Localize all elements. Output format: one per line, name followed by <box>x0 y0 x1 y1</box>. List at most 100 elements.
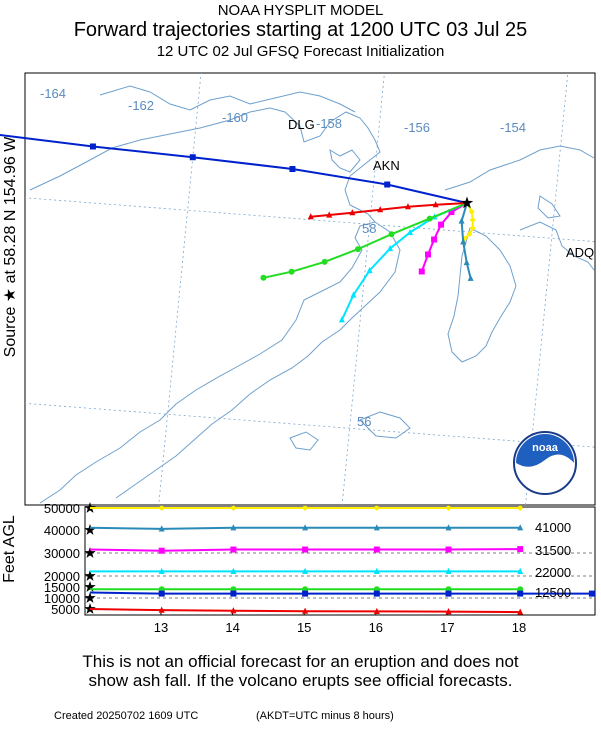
initialization-subtitle: 12 UTC 02 Jul GFSQ Forecast Initializati… <box>156 43 445 60</box>
trajectory-marker <box>445 590 452 597</box>
time-tick-label: 14 <box>225 620 239 635</box>
trajectory-marker <box>230 607 237 614</box>
disclaimer-line-2: show ash fall. If the volcano erupts see… <box>88 671 513 690</box>
trajectory-marker <box>517 505 524 511</box>
place-label: DLG <box>288 117 315 132</box>
longitude-label: -154 <box>500 120 526 135</box>
trajectory-marker <box>458 217 465 224</box>
height-start-star <box>84 547 96 558</box>
trajectory-paths <box>0 133 476 323</box>
trajectory-marker <box>445 546 452 553</box>
trajectory-marker <box>445 567 452 574</box>
trajectory-marker <box>373 567 380 574</box>
mainland-east <box>444 145 595 191</box>
trajectory-marker <box>289 166 296 173</box>
island-chain-2 <box>537 195 561 219</box>
trajectory-marker <box>377 206 384 213</box>
trajectory-marker <box>302 607 309 614</box>
trajectory-marker <box>460 238 467 245</box>
peninsula-outline <box>115 221 401 499</box>
trajectory-marker <box>445 505 452 511</box>
trajectory-marker <box>588 590 595 597</box>
trajectory-marker <box>517 546 524 553</box>
height-tick-label: 15000 <box>44 580 80 595</box>
parallel-line <box>25 402 595 448</box>
height-panel-frame <box>84 506 596 616</box>
place-label: AKN <box>373 158 400 173</box>
bay-outline <box>329 148 361 173</box>
height-right-label: 22000 <box>535 565 571 580</box>
trajectory-marker <box>373 590 380 597</box>
trajectory-marker <box>426 215 433 222</box>
noaa-logo-text: noaa <box>532 442 559 454</box>
trajectory-marker <box>288 268 295 275</box>
trajectory-marker <box>354 246 361 253</box>
trajectory-marker <box>230 524 237 531</box>
longitude-label: -156 <box>404 120 430 135</box>
trajectory-marker <box>445 524 452 531</box>
trajectory-marker <box>467 274 474 281</box>
trajectory-marker <box>158 590 165 597</box>
trajectory-marker <box>158 547 165 554</box>
longitude-label: -160 <box>222 110 248 125</box>
source-star-marker <box>460 196 474 209</box>
trajectory-marker <box>404 203 411 210</box>
trajectory-marker <box>373 505 380 511</box>
kodiak-outline <box>447 227 517 363</box>
trajectory-marker <box>158 525 165 532</box>
height-right-label: 31500 <box>535 543 571 558</box>
trajectory-marker <box>302 546 309 553</box>
coastline-inner <box>99 85 356 113</box>
time-tick-label: 18 <box>512 620 526 635</box>
trajectory-marker <box>302 567 309 574</box>
height-tick-label: 40000 <box>44 523 80 538</box>
time-tick-label: 16 <box>369 620 383 635</box>
trajectory-marker <box>463 258 470 266</box>
trajectory-marker <box>366 266 373 274</box>
height-start-star <box>84 592 96 603</box>
place-labels: DLG AKN ADQ <box>288 117 594 260</box>
trajectory-marker <box>89 143 96 150</box>
trajectory-marker <box>302 590 309 597</box>
trajectory-marker <box>260 274 267 281</box>
coastline <box>29 85 595 504</box>
trajectory-marker <box>431 236 438 243</box>
longitude-label: -162 <box>128 98 154 113</box>
trajectory-marker <box>373 607 380 615</box>
height-start-star <box>84 570 96 581</box>
height-start-star <box>84 524 96 535</box>
trajectory-marker <box>445 608 452 615</box>
height-right-label: 41000 <box>535 520 571 535</box>
trajectory-marker <box>350 291 357 298</box>
trajectory-marker <box>158 606 165 613</box>
trajectory-marker <box>338 316 345 323</box>
latitude-label: 58 <box>362 221 376 236</box>
trajectory-marker <box>407 228 414 236</box>
place-label: ADQ <box>566 245 594 260</box>
trajectory-marker <box>189 154 196 161</box>
height-tick-label: 50000 <box>44 501 80 516</box>
height-tick-label: 10000 <box>44 591 80 606</box>
trajectory-marker <box>469 225 476 232</box>
meridian-line <box>341 73 385 505</box>
trajectory-marker <box>373 524 380 531</box>
trajectory-marker <box>517 590 524 597</box>
longitude-label: -164 <box>40 86 66 101</box>
parallel-line <box>25 197 595 243</box>
source-star <box>460 196 474 209</box>
trajectory-marker <box>326 211 333 218</box>
height-tick-label: 20000 <box>44 569 80 584</box>
trajectory-marker <box>425 251 432 258</box>
trajectory-marker <box>438 221 445 228</box>
disclaimer-line-1: This is not an official forecast for an … <box>82 652 519 671</box>
time-tick-label: 15 <box>297 620 311 635</box>
trajectory-marker <box>158 567 165 574</box>
island-4 <box>289 431 319 451</box>
trajectory-marker <box>321 258 328 265</box>
trajectory-marker <box>158 505 165 511</box>
trajectory-marker <box>307 213 314 220</box>
coastline-north <box>29 107 381 504</box>
meridian-line <box>158 73 202 505</box>
trajectory-marker <box>418 268 425 275</box>
